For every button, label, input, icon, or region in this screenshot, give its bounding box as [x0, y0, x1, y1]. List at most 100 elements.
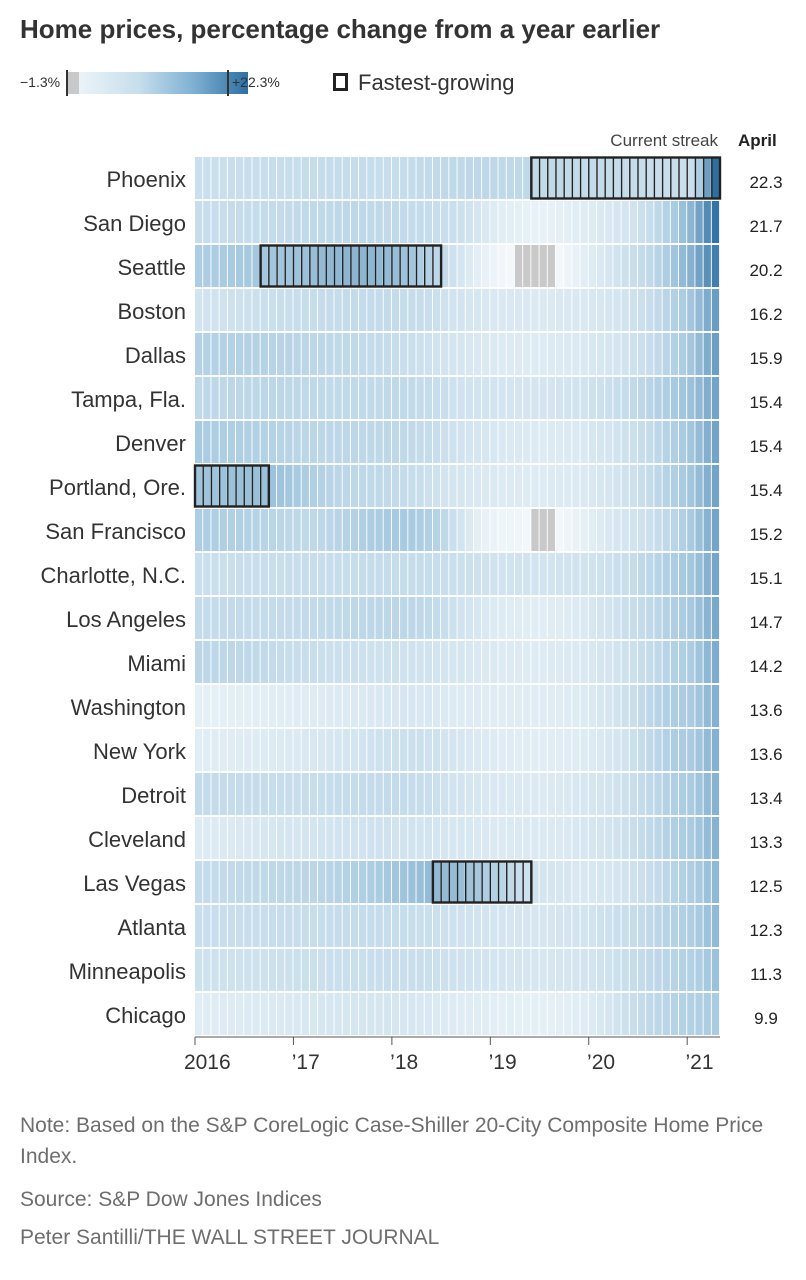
- heat-cell: [293, 773, 301, 815]
- heat-cell: [400, 905, 408, 947]
- heat-cell: [350, 201, 359, 243]
- heat-cell: [670, 377, 679, 419]
- heat-cell: [646, 377, 654, 419]
- city-label-minneapolis: Minneapolis: [69, 959, 186, 984]
- heat-cell: [334, 509, 342, 551]
- heat-cell: [506, 465, 515, 507]
- heat-cell: [711, 421, 720, 463]
- heat-cell: [547, 421, 556, 463]
- heat-cell: [506, 905, 515, 947]
- heat-cell: [637, 201, 646, 243]
- x-tick-label: ’20: [587, 1051, 615, 1074]
- heat-cell: [670, 597, 679, 639]
- heat-cell: [523, 949, 531, 991]
- heat-cell: [416, 993, 424, 1035]
- heat-cell: [252, 861, 260, 903]
- heat-cell: [334, 245, 342, 287]
- heat-cell: [195, 377, 203, 419]
- legend-right-tick: [227, 70, 229, 96]
- heat-cell: [342, 245, 350, 287]
- heat-cell: [449, 641, 457, 683]
- heat-cell: [670, 157, 679, 199]
- heat-cell: [514, 421, 523, 463]
- heat-cell: [260, 421, 268, 463]
- heat-cell: [613, 817, 621, 859]
- heat-cell: [277, 773, 285, 815]
- city-label-phoenix: Phoenix: [106, 167, 186, 192]
- heat-cell: [580, 377, 588, 419]
- heat-cell: [613, 157, 621, 199]
- heat-cell: [629, 333, 638, 375]
- heat-cell: [596, 465, 605, 507]
- heat-cell: [637, 861, 646, 903]
- heat-cell: [629, 597, 638, 639]
- heat-cell: [678, 245, 687, 287]
- heat-cell: [367, 245, 375, 287]
- heat-cell: [359, 685, 367, 727]
- heat-cell: [490, 905, 498, 947]
- heat-cell: [375, 157, 383, 199]
- april-value-los-angeles: 14.7: [749, 613, 782, 632]
- heat-cell: [498, 641, 506, 683]
- heat-cell: [383, 201, 391, 243]
- heat-cell: [514, 465, 523, 507]
- heat-cell: [588, 949, 597, 991]
- heat-cell: [506, 817, 515, 859]
- heat-cell: [613, 685, 621, 727]
- heat-cell: [293, 817, 301, 859]
- heat-cell: [711, 905, 720, 947]
- heat-cell: [596, 905, 605, 947]
- heat-cell: [605, 509, 613, 551]
- heat-cell: [572, 905, 580, 947]
- heat-cell: [359, 773, 367, 815]
- heat-cell: [498, 377, 506, 419]
- heat-cell: [350, 685, 359, 727]
- heat-cell: [350, 465, 359, 507]
- heat-cell: [670, 773, 679, 815]
- heat-cell: [555, 597, 564, 639]
- heat-cell: [441, 201, 449, 243]
- heat-cell: [383, 905, 391, 947]
- heat-cell: [637, 465, 646, 507]
- heat-cell: [490, 289, 498, 331]
- heat-cell: [670, 905, 679, 947]
- heat-cell: [687, 729, 695, 771]
- heat-cell: [342, 905, 350, 947]
- heat-cell: [375, 465, 383, 507]
- heat-cell: [277, 421, 285, 463]
- heat-cell: [465, 993, 473, 1035]
- heat-cell: [432, 201, 441, 243]
- heat-cell: [391, 377, 400, 419]
- heat-cell: [326, 685, 334, 727]
- heat-cell: [268, 685, 277, 727]
- heat-cell: [342, 773, 350, 815]
- heat-cell: [555, 685, 564, 727]
- heat-cell: [588, 993, 597, 1035]
- april-value-washington: 13.6: [749, 701, 782, 720]
- heat-cell: [670, 993, 679, 1035]
- heat-cell: [580, 641, 588, 683]
- heat-cell: [449, 157, 457, 199]
- heat-cell: [203, 201, 211, 243]
- heat-cell: [678, 993, 687, 1035]
- heat-cell: [646, 817, 654, 859]
- heat-cell: [432, 245, 441, 287]
- chart-note: Note: Based on the S&P CoreLogic Case-Sh…: [20, 1114, 764, 1168]
- heat-cell: [277, 157, 285, 199]
- heat-cell: [555, 861, 564, 903]
- heat-cell: [637, 289, 646, 331]
- heat-cell: [219, 553, 227, 595]
- heat-cell: [375, 377, 383, 419]
- heat-cell: [424, 157, 432, 199]
- heat-cell: [588, 377, 597, 419]
- heat-cell: [572, 421, 580, 463]
- heat-cell: [244, 201, 252, 243]
- heat-cell: [588, 641, 597, 683]
- heat-cell: [482, 861, 490, 903]
- heat-cell: [465, 949, 473, 991]
- heat-cell: [342, 289, 350, 331]
- heat-cell: [654, 289, 662, 331]
- heat-cell: [318, 245, 326, 287]
- heat-cell: [605, 905, 613, 947]
- heat-cell: [367, 333, 375, 375]
